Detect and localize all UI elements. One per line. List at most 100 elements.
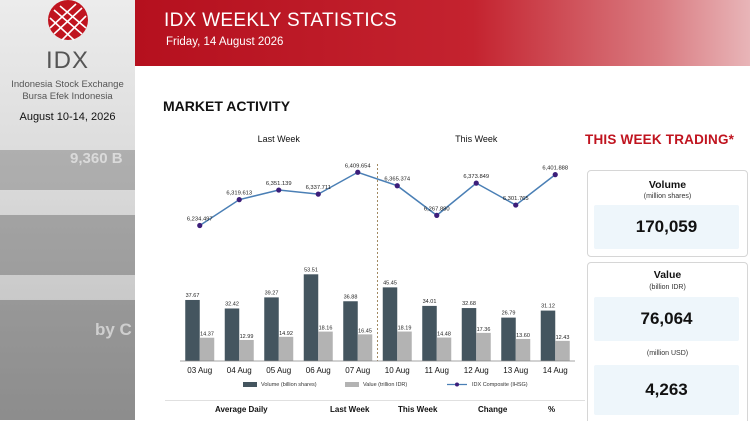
bar-value-label: 14.37 — [200, 332, 214, 338]
ihsg-point-label: 6,351.139 — [266, 181, 292, 187]
legend-label-volume: Volume (billion shares) — [261, 382, 317, 388]
sidebar: 9,360 B by C IDX Indonesia Stock Exchang… — [0, 0, 135, 420]
section-title: MARKET ACTIVITY — [163, 98, 291, 114]
bar-volume — [501, 317, 516, 361]
value-idr: 76,064 — [640, 309, 693, 328]
ihsg-point — [394, 183, 400, 189]
header-banner: IDX WEEKLY STATISTICS Friday, 14 August … — [135, 0, 750, 66]
org-name-id: Bursa Efek Indonesia — [22, 91, 113, 102]
report-date: Friday, 14 August 2026 — [166, 36, 284, 48]
bar-value-label: 17.36 — [477, 327, 491, 333]
col-change: Change — [478, 405, 508, 414]
value-idr-box: 76,064 — [594, 297, 739, 341]
volume-value-box: 170,059 — [594, 205, 739, 249]
col-last-week: Last Week — [330, 405, 370, 414]
background-band — [0, 300, 135, 420]
bar-volume — [264, 297, 279, 361]
ihsg-point-label: 6,365.374 — [384, 177, 411, 183]
bar-value — [199, 337, 215, 361]
x-tick-label: 04 Aug — [227, 366, 252, 375]
value-unit-idr: (billion IDR) — [649, 284, 686, 291]
bar-volume — [461, 308, 477, 361]
ihsg-point-label: 6,409.654 — [345, 163, 372, 169]
bar-volume — [382, 287, 398, 361]
group-label-this-week: This Week — [455, 134, 498, 144]
average-daily-table-header: Average Daily Last Week This Week Change… — [165, 404, 585, 420]
legend-marker-ihsg — [455, 382, 459, 387]
bar-value — [515, 338, 531, 361]
x-tick-label: 06 Aug — [306, 366, 331, 375]
bar-volume-label: 34.01 — [423, 299, 437, 305]
bar-value — [318, 331, 333, 361]
org-name-en: Indonesia Stock Exchange — [11, 79, 124, 90]
bar-value — [357, 334, 373, 361]
background-decoration: by C — [95, 320, 132, 339]
bar-value — [397, 331, 412, 361]
bar-value — [436, 337, 452, 361]
background-decoration: 9,360 B — [70, 150, 123, 167]
ihsg-point — [552, 172, 558, 178]
background-band — [0, 215, 135, 275]
ihsg-point — [197, 222, 203, 229]
x-tick-label: 11 Aug — [425, 366, 449, 375]
bar-volume-label: 26.79 — [502, 311, 516, 317]
value-label: Value — [653, 269, 682, 281]
ihsg-line — [199, 171, 556, 227]
bar-volume-label: 32.68 — [462, 301, 476, 307]
value-usd-box: 4,263 — [594, 365, 739, 415]
ihsg-point — [434, 212, 440, 218]
bar-value-label: 18.16 — [319, 326, 333, 332]
logo-text: IDX — [45, 47, 89, 74]
bar-value — [555, 340, 570, 361]
x-tick-label: 07 Aug — [345, 366, 370, 375]
bar-value-label: 16.45 — [358, 328, 372, 334]
ihsg-point — [473, 180, 479, 186]
ihsg-point-label: 6,373.849 — [463, 174, 489, 180]
bar-volume — [343, 301, 358, 361]
bar-volume — [224, 308, 240, 361]
bar-volume — [422, 305, 437, 361]
ihsg-point-label: 6,234.497 — [187, 217, 213, 223]
bar-volume-label: 31.12 — [541, 304, 555, 310]
volume-value: 170,059 — [635, 217, 698, 236]
x-tick-label: 14 Aug — [543, 366, 568, 375]
col-this-week: This Week — [398, 405, 438, 414]
ihsg-point — [513, 202, 519, 208]
col-percent: % — [548, 405, 556, 414]
idx-logo-icon — [48, 0, 88, 41]
ihsg-point — [236, 197, 242, 203]
value-unit-usd: (million USD) — [646, 350, 689, 357]
ihsg-point-label: 6,319.613 — [226, 191, 252, 197]
bar-value — [239, 339, 254, 361]
volume-label: Volume — [648, 179, 687, 191]
x-tick-label: 05 Aug — [266, 366, 291, 375]
bar-value-label: 14.48 — [437, 332, 451, 338]
bar-value — [278, 336, 294, 361]
page-title: IDX WEEKLY STATISTICS — [164, 10, 397, 31]
ihsg-point-label: 6,267.880 — [424, 206, 450, 212]
x-tick-label: 12 Aug — [464, 366, 489, 375]
ihsg-point — [355, 169, 361, 175]
bar-value-label: 12.43 — [556, 335, 570, 341]
bar-volume-label: 45.45 — [383, 280, 397, 286]
bar-volume-label: 36.88 — [344, 294, 358, 300]
bar-value-label: 13.60 — [516, 333, 530, 339]
x-tick-label: 13 Aug — [503, 366, 528, 375]
ihsg-point — [315, 191, 321, 197]
bar-value — [476, 332, 491, 361]
volume-unit: (million shares) — [643, 193, 692, 200]
table-divider — [165, 400, 585, 401]
bar-value-label: 12.99 — [240, 334, 254, 340]
x-tick-label: 03 Aug — [187, 366, 212, 375]
legend-label-value: Value (trillion IDR) — [363, 382, 407, 388]
background-band — [0, 150, 135, 190]
bar-volume-label: 32.42 — [225, 301, 239, 307]
ihsg-point-label: 6,301.765 — [503, 196, 529, 202]
group-label-last-week: Last Week — [258, 134, 301, 144]
legend-label-ihsg: IDX Composite (IHSG) — [472, 382, 528, 388]
bar-volume-label: 37.67 — [186, 293, 200, 299]
ihsg-point-label: 6,401.888 — [542, 166, 568, 172]
ihsg-point — [276, 187, 282, 193]
ihsg-point-label: 6,337.711 — [306, 185, 331, 191]
value-usd: 4,263 — [645, 380, 688, 399]
